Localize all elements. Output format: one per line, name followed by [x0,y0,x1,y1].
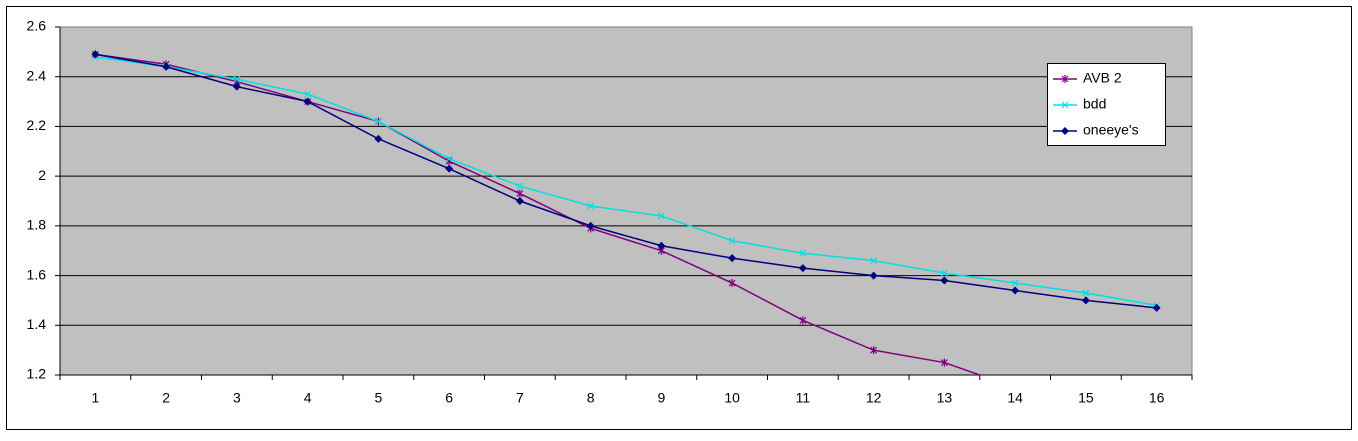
data-point [586,221,595,230]
data-point [728,254,737,263]
x-tick-label: 2 [162,390,170,406]
x-tick-label: 6 [445,390,453,406]
y-tick-label: 1.8 [27,217,47,233]
y-tick-label: 1.6 [27,266,47,282]
y-tick-label: 2.2 [27,117,47,133]
legend-label: bdd [1083,96,1106,112]
data-point [233,75,241,83]
y-tick-label: 2 [38,167,46,183]
series-group [91,50,1161,375]
data-point [374,118,382,125]
x-tick-label: 4 [304,390,312,406]
x-tick-label: 14 [1007,390,1023,406]
legend-label: AVB 2 [1083,70,1122,86]
series-line [95,53,1157,309]
data-point [728,237,736,245]
x-tick-label: 8 [587,390,595,406]
data-point [1082,289,1090,297]
data-point [657,241,666,250]
data-point [657,212,665,220]
data-point [445,155,453,163]
x-tick-label: 9 [657,390,665,406]
x-tick-label: 11 [796,390,811,406]
data-point [940,276,949,285]
legend-marker [1061,75,1069,83]
x-tick-label: 1 [91,390,99,406]
legend-marker [1061,127,1069,135]
x-tick-label: 12 [866,390,882,406]
data-point [869,271,878,280]
x-tick-label: 15 [1078,390,1094,406]
data-point [870,346,878,355]
data-point [798,264,807,273]
x-tick-label: 13 [937,390,953,406]
data-point [940,358,948,367]
data-point [1011,286,1020,295]
x-tick-label: 5 [374,390,382,406]
x-tick-label: 10 [724,390,740,406]
data-point [304,90,312,98]
legend-marker [1061,101,1069,109]
data-point [1152,303,1161,312]
data-point [516,189,524,198]
y-tick-label: 1.4 [27,316,47,332]
data-point [728,279,736,288]
data-point [445,164,454,173]
data-point [587,202,595,210]
data-point [162,62,171,71]
data-point [303,97,312,106]
data-point [91,50,100,59]
data-point [515,197,524,205]
x-tick-label: 16 [1149,390,1165,406]
series-line [95,56,1157,307]
data-point [799,316,807,325]
data-point [1081,296,1090,305]
data-point [374,134,383,143]
data-point [232,82,241,91]
x-tick-label: 3 [233,390,241,406]
series-line [95,53,983,375]
y-tick-label: 1.2 [27,366,47,382]
data-point [516,182,524,190]
data-point [940,269,948,277]
data-point [799,249,807,257]
data-point [1011,279,1019,287]
x-tick-label: 7 [516,390,524,406]
data-point [870,257,878,265]
y-tick-label: 2.6 [27,18,47,34]
y-tick-label: 2.4 [27,67,47,83]
legend-label: oneeye's [1083,122,1139,138]
